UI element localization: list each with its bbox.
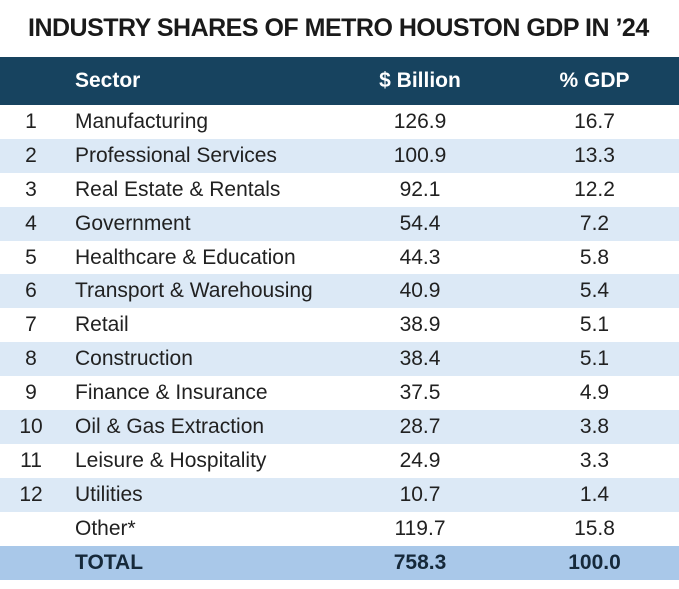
cell-gdp: 1.4: [579, 482, 610, 506]
table-row: 2 Professional Services 100.9 13.3: [0, 138, 679, 173]
cell-billion: 24.9: [399, 448, 441, 472]
table-row: 12 Utilities 10.7 1.4: [0, 477, 679, 512]
cell-rank: 6: [25, 279, 37, 303]
table-row: 9 Finance & Insurance 37.5 4.9: [0, 376, 679, 411]
total-gdp: 100.0: [568, 550, 621, 574]
table-row: 7 Retail 38.9 5.1: [0, 308, 679, 343]
cell-sector: Professional Services: [75, 143, 277, 167]
cell-sector: Utilities: [75, 482, 143, 506]
cell-rank: 9: [25, 381, 37, 405]
table-body: 1 Manufacturing 126.9 16.7 2 Professional Ser…: [0, 105, 679, 546]
total-label: TOTAL: [75, 550, 144, 574]
cell-sector: Manufacturing: [75, 109, 209, 133]
cell-billion: 100.9: [393, 143, 447, 167]
cell-billion: 92.1: [399, 177, 441, 201]
cell-billion: 10.7: [399, 482, 441, 506]
cell-gdp: 3.3: [579, 448, 610, 472]
cell-rank: 11: [20, 448, 42, 472]
cell-sector: Real Estate & Rentals: [75, 177, 281, 201]
cell-gdp: 13.3: [574, 143, 615, 167]
cell-billion: 28.7: [399, 414, 441, 438]
cell-rank: 1: [25, 109, 37, 133]
cell-rank: 5: [25, 245, 37, 269]
cell-rank: 8: [25, 347, 37, 371]
table-row: 5 Healthcare & Education 44.3 5.8: [0, 240, 679, 275]
cell-rank: 7: [25, 313, 37, 337]
cell-sector: Leisure & Hospitality: [75, 448, 267, 472]
table-header-row: Sector $ Billion % GDP: [0, 57, 679, 105]
cell-gdp: 3.8: [579, 414, 610, 438]
cell-rank: 3: [25, 177, 37, 201]
cell-gdp: 12.2: [574, 177, 615, 201]
cell-billion: 37.5: [399, 381, 441, 405]
cell-rank: 2: [25, 143, 37, 167]
table-row: 11 Leisure & Hospitality 24.9 3.3: [0, 443, 679, 478]
cell-gdp: 5.1: [579, 313, 610, 337]
cell-gdp: 16.7: [574, 109, 615, 133]
cell-billion: 44.3: [399, 245, 441, 269]
page-title: INDUSTRY SHARES OF METRO HOUSTON GDP IN …: [28, 14, 649, 42]
cell-sector: Retail: [75, 313, 129, 337]
table-row: 3 Real Estate & Rentals 92.1 12.2: [0, 172, 679, 207]
table-row: 10 Oil & Gas Extraction 28.7 3.8: [0, 410, 679, 444]
table-row: Other* 119.7 15.8: [0, 511, 679, 546]
table-total-row: TOTAL 758.3 100.0: [0, 545, 679, 580]
cell-billion: 38.4: [399, 347, 441, 371]
cell-billion: 119.7: [394, 516, 446, 540]
cell-sector: Government: [75, 211, 191, 235]
cell-sector: Transport & Warehousing: [75, 279, 313, 303]
cell-gdp: 15.8: [574, 516, 615, 540]
cell-rank: 12: [19, 482, 43, 506]
cell-rank: 10: [19, 414, 43, 438]
cell-billion: 40.9: [399, 279, 441, 303]
cell-sector: Construction: [75, 347, 193, 371]
cell-sector: Healthcare & Education: [75, 245, 296, 269]
cell-gdp: 7.2: [579, 211, 610, 235]
cell-gdp: 5.1: [579, 347, 610, 371]
cell-gdp: 4.9: [579, 381, 610, 405]
cell-sector: Oil & Gas Extraction: [75, 414, 265, 438]
cell-billion: 126.9: [393, 109, 447, 133]
cell-sector: Finance & Insurance: [75, 381, 268, 405]
cell-rank: 4: [25, 211, 37, 235]
gdp-table: Sector $ Billion % GDP 1 Manufacturing 126…: [0, 57, 679, 580]
table-row: 1 Manufacturing 126.9 16.7: [0, 105, 679, 139]
cell-sector: Other*: [75, 516, 136, 540]
cell-gdp: 5.4: [579, 279, 610, 303]
cell-billion: 38.9: [399, 313, 441, 337]
table-row: 6 Transport & Warehousing 40.9 5.4: [0, 274, 679, 309]
column-header-gdp: % GDP: [559, 69, 630, 92]
cell-gdp: 5.8: [579, 245, 610, 269]
table-row: 4 Government 54.4 7.2: [0, 206, 679, 241]
cell-billion: 54.4: [399, 211, 441, 235]
column-header-sector: Sector: [75, 69, 141, 92]
total-billion: 758.3: [393, 550, 447, 574]
column-header-billion: $ Billion: [379, 69, 461, 92]
table-row: 8 Construction 38.4 5.1: [0, 342, 679, 377]
